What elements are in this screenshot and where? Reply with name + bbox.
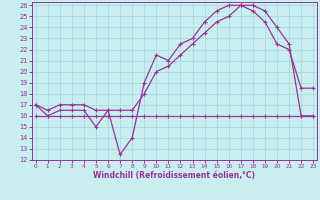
- X-axis label: Windchill (Refroidissement éolien,°C): Windchill (Refroidissement éolien,°C): [93, 171, 255, 180]
